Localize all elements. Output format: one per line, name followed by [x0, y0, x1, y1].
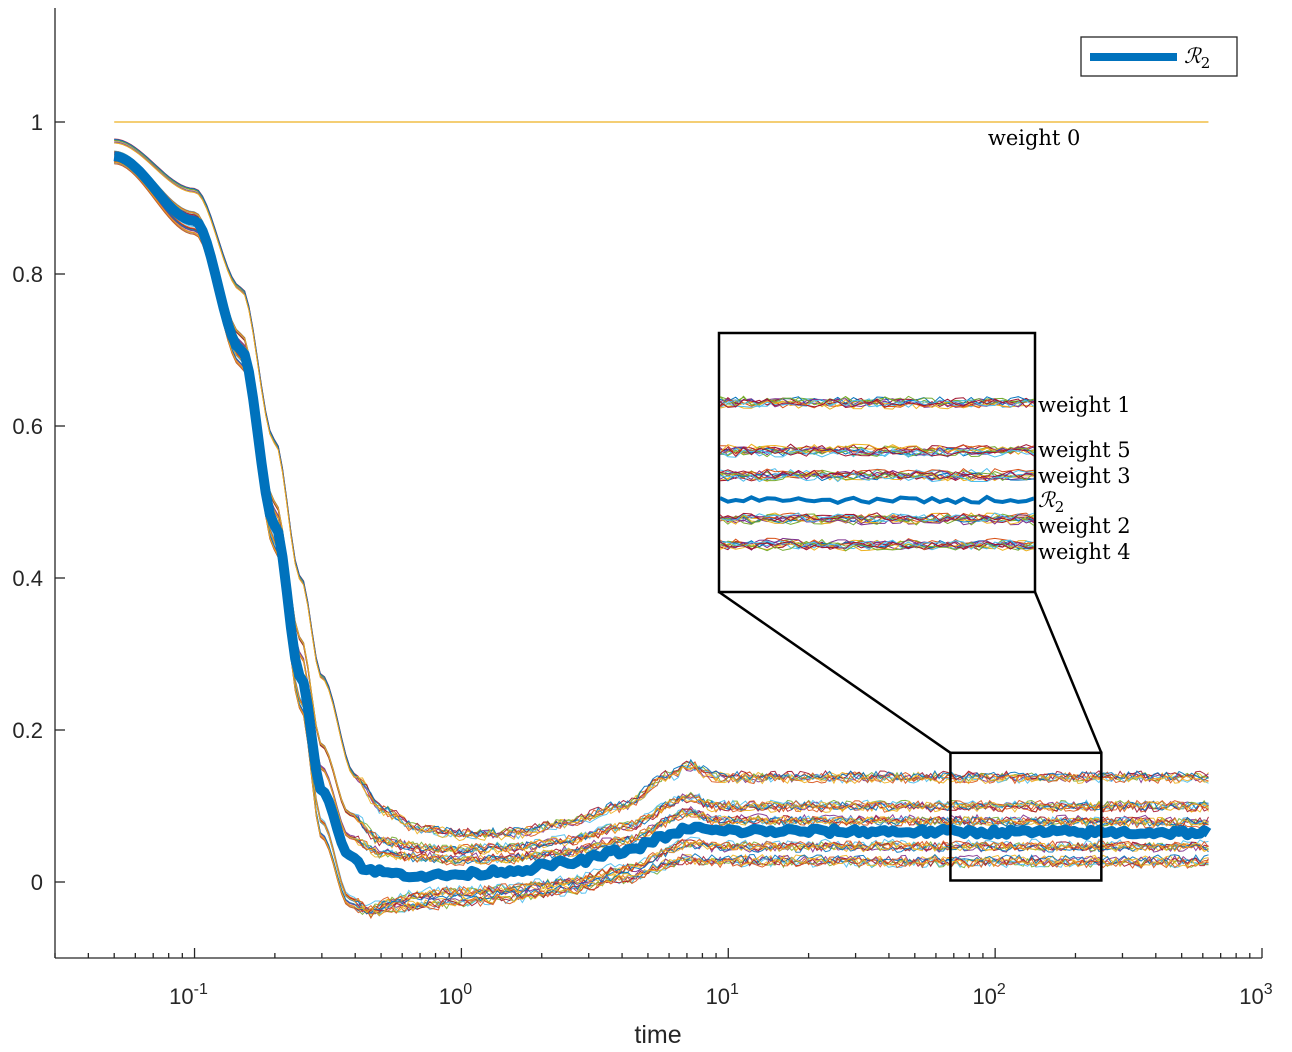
- inset-series-weight-5: [720, 447, 1034, 458]
- x-axis-label: time: [634, 1021, 681, 1049]
- inset-series-weight-3: [720, 470, 1034, 481]
- y-tick-label: 1: [31, 110, 43, 135]
- inset-series-R2: [720, 494, 1034, 506]
- inset-series-weight-1: [720, 398, 1034, 409]
- series-weight-2: [114, 161, 1209, 916]
- zoom-connector-left: [718, 590, 952, 754]
- y-tick-label: 0.2: [12, 718, 43, 743]
- y-tick-label: 0: [31, 870, 43, 895]
- inset-series-weight-5: [720, 443, 1034, 454]
- x-tick-label: 101: [706, 981, 739, 1009]
- inset-series-weight-5: [720, 446, 1034, 458]
- inset-series-weight-4: [720, 542, 1034, 552]
- inset-series-weight-3: [720, 471, 1034, 482]
- x-tick-label: 10-1: [169, 981, 208, 1009]
- inset-series-weight-3: [720, 472, 1034, 482]
- series-R2: [113, 151, 1212, 883]
- y-tick-label: 0.4: [12, 566, 43, 591]
- zoom-box: [949, 751, 1103, 882]
- series-weight-1: [114, 142, 1209, 842]
- inset-series-weight-3: [720, 469, 1034, 480]
- x-tick-label: 102: [972, 981, 1005, 1009]
- legend: ℛ2: [1080, 36, 1238, 77]
- plot-area: [113, 121, 1212, 920]
- inset-panel: [717, 331, 1037, 594]
- inset-label-R2: ℛ2: [1038, 488, 1064, 516]
- x-tick-label: 100: [439, 981, 472, 1009]
- inset-label-weight-2: weight 2: [1038, 514, 1131, 538]
- inset-series-weight-1: [720, 395, 1034, 406]
- inset-label-weight-5: weight 5: [1038, 438, 1131, 462]
- inset-series-weight-3: [720, 471, 1034, 482]
- inset-label-weight-3: weight 3: [1038, 464, 1131, 488]
- series-weight-5: [114, 151, 1209, 854]
- inset-series-weight-1: [720, 398, 1034, 408]
- inset-series-weight-4: [720, 539, 1034, 550]
- inset-label-weight-1: weight 1: [1038, 393, 1131, 417]
- inset-series-weight-2: [720, 512, 1034, 522]
- inset-series-weight-3: [720, 472, 1034, 483]
- zoom-indicator: [718, 590, 1103, 882]
- y-tick-label: 0.6: [12, 414, 43, 439]
- inset-series-weight-2: [720, 512, 1034, 522]
- series-weight-4: [114, 161, 1209, 917]
- inset-plot: [720, 395, 1034, 552]
- y-tick-label: 0.8: [12, 262, 43, 287]
- weight-0-annotation: weight 0: [988, 126, 1081, 150]
- inset-series-weight-4: [720, 541, 1034, 551]
- x-tick-label: 103: [1239, 981, 1272, 1009]
- axis-ticks: 0 0.2 0.4 0.6 0.8 1 10-1 100 101 102 103: [12, 110, 1272, 1009]
- inset-label-weight-4: weight 4: [1038, 540, 1131, 564]
- inset-series-weight-4: [720, 537, 1034, 548]
- inset-series-weight-2: [720, 513, 1034, 524]
- zoom-connector-right: [1033, 591, 1103, 754]
